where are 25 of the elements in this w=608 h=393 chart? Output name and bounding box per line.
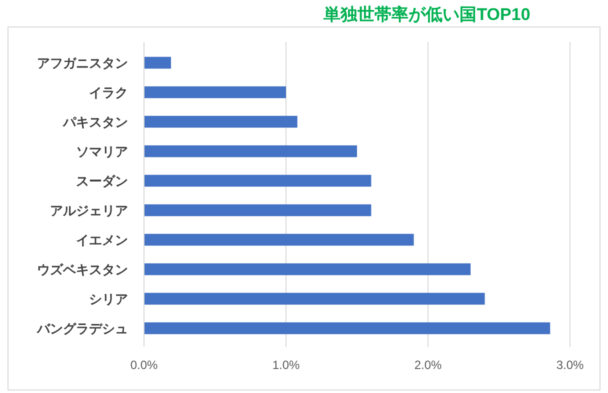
y-tick-label: イラク xyxy=(89,84,128,100)
x-tick-label: 2.0% xyxy=(414,358,442,372)
bar xyxy=(144,174,372,187)
y-tick-label: バングラデシュ xyxy=(36,320,128,336)
bar xyxy=(144,116,298,128)
y-tick-label: イエメン xyxy=(76,232,128,248)
chart-title: 単独世帯率が低い国TOP10 xyxy=(322,5,530,24)
bar xyxy=(144,145,357,158)
y-tick-label: アルジェリア xyxy=(50,202,128,218)
bar xyxy=(144,86,286,98)
bar xyxy=(144,322,550,334)
bar xyxy=(144,56,171,69)
y-tick-label: ウズベキスタン xyxy=(37,262,128,277)
y-tick-label: ソマリア xyxy=(76,144,128,159)
y-tick-label: パキスタン xyxy=(62,114,128,130)
y-tick-label: アフガニスタン xyxy=(37,55,128,70)
y-tick-label: シリア xyxy=(89,291,128,306)
bar xyxy=(144,234,414,246)
x-tick-label: 0.0% xyxy=(130,358,158,372)
x-tick-label: 1.0% xyxy=(272,358,300,372)
bar xyxy=(144,204,372,216)
x-tick-label: 3.0% xyxy=(556,358,584,372)
bar xyxy=(144,263,471,276)
bar xyxy=(144,292,485,305)
y-tick-label: スーダン xyxy=(76,173,128,188)
